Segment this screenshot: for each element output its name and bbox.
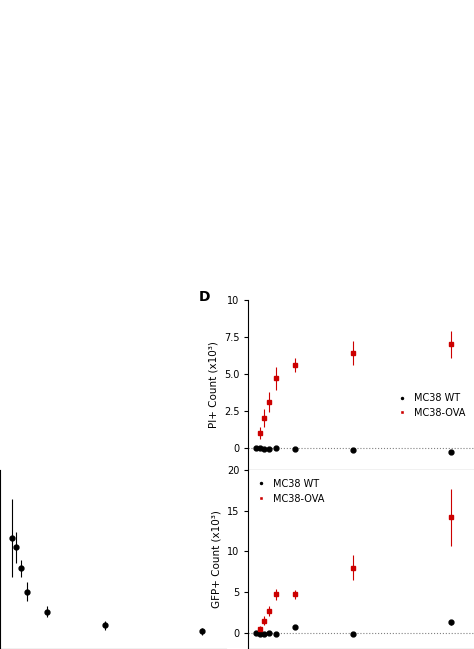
Legend: MC38 WT, MC38-OVA: MC38 WT, MC38-OVA: [394, 389, 469, 422]
Legend: MC38 WT, MC38-OVA: MC38 WT, MC38-OVA: [253, 475, 328, 508]
Y-axis label: PI+ Count (x10³): PI+ Count (x10³): [208, 341, 218, 428]
Text: D: D: [199, 290, 210, 304]
Y-axis label: GFP+ Count (x10³): GFP+ Count (x10³): [211, 511, 221, 609]
